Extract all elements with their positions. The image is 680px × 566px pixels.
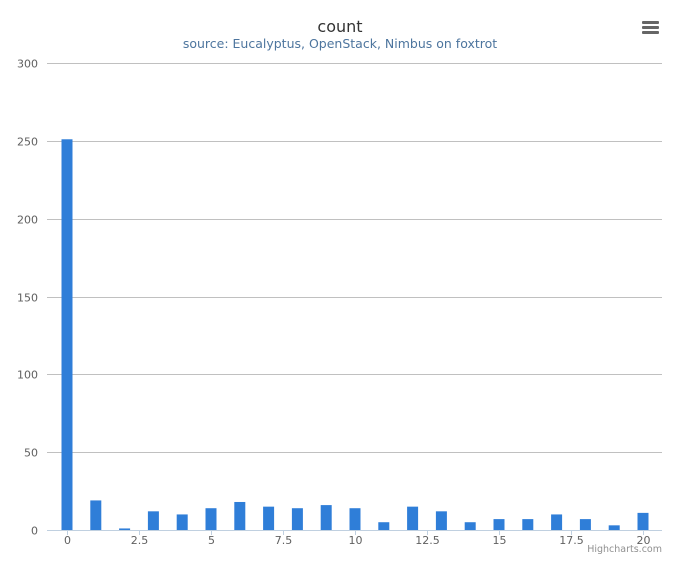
hamburger-menu-icon-bar: [642, 26, 659, 29]
x-tick-label: 2.5: [131, 534, 149, 547]
hamburger-menu-icon-bar: [642, 31, 659, 34]
y-tick-label: 150: [17, 292, 38, 305]
bar[interactable]: [147, 511, 159, 530]
y-tick-label: 200: [17, 214, 38, 227]
bar[interactable]: [435, 511, 447, 530]
bar[interactable]: [320, 505, 332, 530]
y-tick-label: 100: [17, 369, 38, 382]
export-menu-button[interactable]: [640, 19, 662, 39]
bar[interactable]: [263, 506, 275, 530]
chart-title: count: [317, 17, 363, 36]
y-tick-label: 50: [24, 447, 38, 460]
bar[interactable]: [61, 139, 73, 530]
bar[interactable]: [378, 522, 390, 530]
x-tick-label: 20: [637, 534, 651, 547]
x-tick-label: 17.5: [559, 534, 584, 547]
y-tick-label: 0: [31, 525, 38, 538]
grid-lines: [47, 63, 662, 453]
bar[interactable]: [291, 508, 303, 530]
x-tick-label: 0: [64, 534, 71, 547]
x-tick-label: 15: [493, 534, 507, 547]
x-tick-label: 10: [349, 534, 363, 547]
chart-subtitle: source: Eucalyptus, OpenStack, Nimbus on…: [182, 36, 498, 51]
credits-link[interactable]: Highcharts.com: [587, 544, 662, 555]
hamburger-menu-icon: [642, 21, 659, 24]
bar[interactable]: [579, 519, 591, 530]
bar[interactable]: [493, 519, 505, 530]
y-tick-label: 250: [17, 136, 38, 149]
axes: 0 50 100 150 200 250 300 0 2.5 5 7.5 10 12.5 15 17.5 20: [17, 58, 662, 547]
bar[interactable]: [119, 528, 131, 530]
x-tick-label: 5: [208, 534, 215, 547]
bar[interactable]: [522, 519, 534, 530]
bar[interactable]: [407, 506, 419, 530]
bar[interactable]: [205, 508, 217, 530]
bar[interactable]: [90, 500, 102, 530]
bar[interactable]: [234, 501, 246, 530]
bar[interactable]: [349, 508, 361, 530]
x-tick-label: 7.5: [275, 534, 293, 547]
bar[interactable]: [637, 512, 649, 530]
bar[interactable]: [608, 525, 620, 530]
bar[interactable]: [464, 522, 476, 530]
bar[interactable]: [551, 514, 563, 530]
bar[interactable]: [176, 514, 188, 530]
x-tick-label: 12.5: [415, 534, 440, 547]
bar-series: [61, 139, 649, 530]
y-tick-label: 300: [17, 58, 38, 71]
